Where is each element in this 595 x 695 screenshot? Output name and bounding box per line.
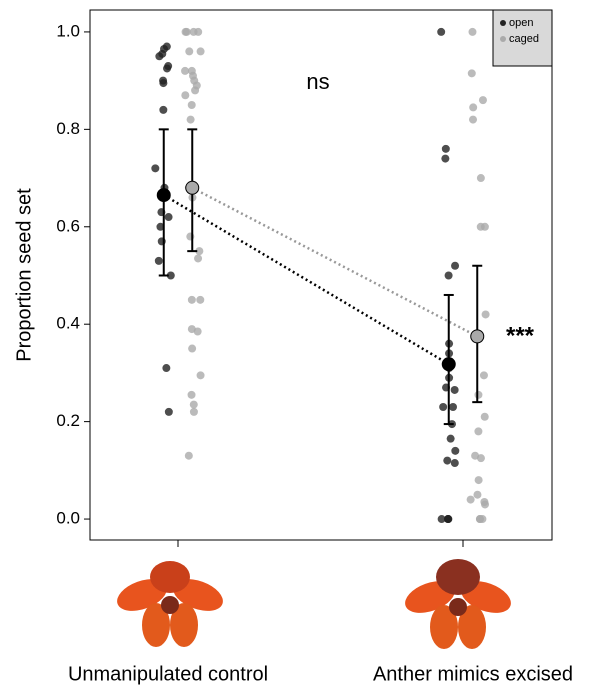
data-point [191, 86, 200, 95]
petal [436, 559, 480, 595]
mean-point [470, 329, 485, 344]
data-point [476, 454, 485, 463]
data-point [187, 100, 196, 109]
data-point [196, 295, 205, 304]
data-point [467, 69, 476, 78]
data-point [466, 495, 475, 504]
data-point [189, 407, 198, 416]
data-point [164, 407, 173, 416]
data-point [475, 515, 484, 524]
data-point [159, 105, 168, 114]
data-point [468, 27, 477, 36]
data-point [194, 254, 203, 263]
flower-mimics [405, 559, 511, 649]
y-tick-label: 0.2 [56, 411, 80, 430]
data-point [166, 271, 175, 280]
mean-connector [163, 194, 450, 366]
data-point [474, 427, 483, 436]
annotation: ns [306, 69, 329, 94]
data-point [159, 79, 168, 88]
data-point [163, 64, 172, 73]
data-point [476, 174, 485, 183]
y-tick-label: 0.8 [56, 119, 80, 138]
data-point [182, 27, 191, 36]
flower-control [117, 561, 223, 647]
petal [142, 603, 170, 647]
legend-swatch [500, 36, 506, 42]
data-point [188, 344, 197, 353]
data-point [185, 47, 194, 56]
data-point [481, 500, 490, 509]
data-point [478, 96, 487, 105]
data-point [184, 451, 193, 460]
petal [430, 605, 458, 649]
y-tick-label: 0.0 [56, 509, 80, 528]
x-tick-label: Unmanipulated control [68, 663, 268, 685]
flower-center [449, 598, 467, 616]
data-point [481, 310, 490, 319]
y-tick-label: 0.6 [56, 216, 80, 235]
x-tick-label: Anther mimics excised [373, 663, 573, 685]
y-tick-label: 1.0 [56, 21, 80, 40]
legend-label: open [509, 17, 533, 29]
data-point [476, 222, 485, 231]
petal [170, 603, 198, 647]
data-point [479, 371, 488, 380]
mean-point [156, 188, 171, 203]
y-axis-title: Proportion seed set [13, 188, 35, 362]
data-point [154, 256, 163, 265]
data-point [156, 222, 165, 231]
data-point [469, 115, 478, 124]
data-point [437, 27, 446, 36]
data-point [181, 91, 190, 100]
data-point [441, 144, 450, 153]
data-point [441, 154, 450, 163]
data-point [155, 52, 164, 61]
y-tick-label: 0.4 [56, 314, 80, 333]
data-point [181, 66, 190, 75]
petal [458, 605, 486, 649]
legend-label: caged [509, 33, 539, 45]
data-point [186, 115, 195, 124]
data-point [195, 247, 204, 256]
data-point [443, 515, 452, 524]
mean-point [441, 357, 456, 372]
data-point [450, 385, 459, 394]
data-point [196, 371, 205, 380]
data-point [444, 271, 453, 280]
mean-point [185, 180, 200, 195]
plot-frame [89, 9, 553, 541]
mean-connector [191, 186, 478, 338]
data-point [187, 295, 196, 304]
data-point [196, 47, 205, 56]
data-point [474, 476, 483, 485]
legend-swatch [500, 20, 506, 26]
annotation: *** [506, 322, 535, 349]
data-point [473, 490, 482, 499]
data-point [162, 364, 171, 373]
data-point [480, 412, 489, 421]
data-point [446, 434, 455, 443]
data-point [189, 27, 198, 36]
data-point [437, 515, 446, 524]
data-point [439, 403, 448, 412]
data-point [193, 327, 202, 336]
data-point [187, 390, 196, 399]
data-point [451, 446, 460, 455]
data-point [469, 103, 478, 112]
petal [150, 561, 190, 593]
data-point [474, 390, 483, 399]
data-point [443, 456, 452, 465]
data-point [151, 164, 160, 173]
data-point [448, 403, 457, 412]
data-point [189, 400, 198, 409]
data-point [451, 261, 460, 270]
flower-center [161, 596, 179, 614]
data-point [164, 213, 173, 222]
data-point [450, 459, 459, 468]
